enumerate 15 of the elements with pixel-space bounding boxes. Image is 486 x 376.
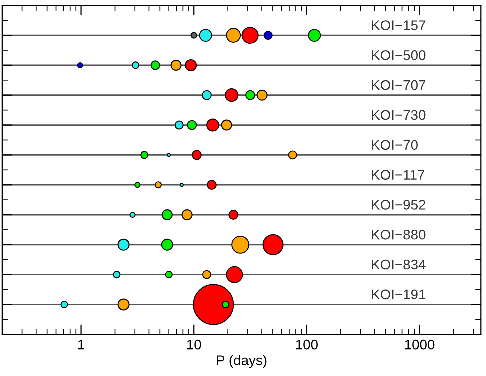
x-axis-title: P (days)	[217, 355, 267, 368]
y-tick-label: KOI−191	[372, 290, 426, 300]
y-tick-label: KOI−880	[372, 230, 426, 240]
y-tick-label: KOI−707	[372, 80, 426, 90]
y-tick-label: KOI−117	[372, 170, 425, 180]
x-tick-label: 10	[187, 340, 202, 350]
y-tick-label: KOI−157	[372, 20, 426, 30]
y-tick-label: KOI−500	[372, 50, 426, 60]
y-tick-label: KOI−952	[372, 200, 426, 210]
x-tick-label: 1	[78, 340, 84, 350]
x-tick-label: 100	[296, 340, 318, 350]
y-tick-label: KOI−834	[372, 260, 426, 270]
x-tick-label: 1000	[405, 340, 435, 350]
y-tick-label: KOI−730	[372, 110, 426, 120]
y-tick-label: KOI−70	[372, 140, 418, 150]
